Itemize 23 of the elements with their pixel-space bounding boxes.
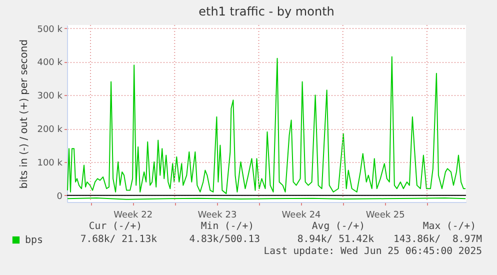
text: 143.86k/ 8.97M bbox=[394, 234, 482, 246]
x-tick-label: Week 25 bbox=[366, 210, 405, 220]
y-tick-label: 100 k bbox=[37, 158, 64, 168]
legend-label: bps bbox=[25, 235, 44, 246]
text: Last update: Wed Jun 25 06:45:00 2025 bbox=[264, 246, 482, 258]
y-tick-label: 300 k bbox=[37, 92, 64, 102]
y-tick-label: 500 k bbox=[37, 24, 64, 35]
x-tick-label: Week 23 bbox=[198, 210, 237, 220]
text: Avg (-/+) bbox=[312, 221, 365, 233]
x-tick-label: Week 22 bbox=[114, 210, 153, 220]
text: Cur (-/+) bbox=[88, 221, 142, 233]
y-tick-label: 400 k bbox=[37, 58, 64, 68]
text: Max (-/+) bbox=[422, 221, 476, 233]
x-tick-label: Week 24 bbox=[282, 210, 322, 220]
y-axis-title: bits in (-) / out (+) per second bbox=[19, 39, 30, 189]
text: 8.94k/ 51.42k bbox=[297, 234, 374, 246]
line-series bbox=[67, 56, 466, 194]
text: Min (-/+) bbox=[200, 221, 254, 233]
y-tick-label: 200 k bbox=[37, 125, 64, 136]
y-tick-label: 0 bbox=[56, 192, 63, 202]
text: 4.83k/500.13 bbox=[189, 234, 260, 246]
chart-title: eth1 traffic - by month bbox=[198, 4, 334, 18]
text: 7.68k/ 21.13k bbox=[80, 234, 157, 246]
